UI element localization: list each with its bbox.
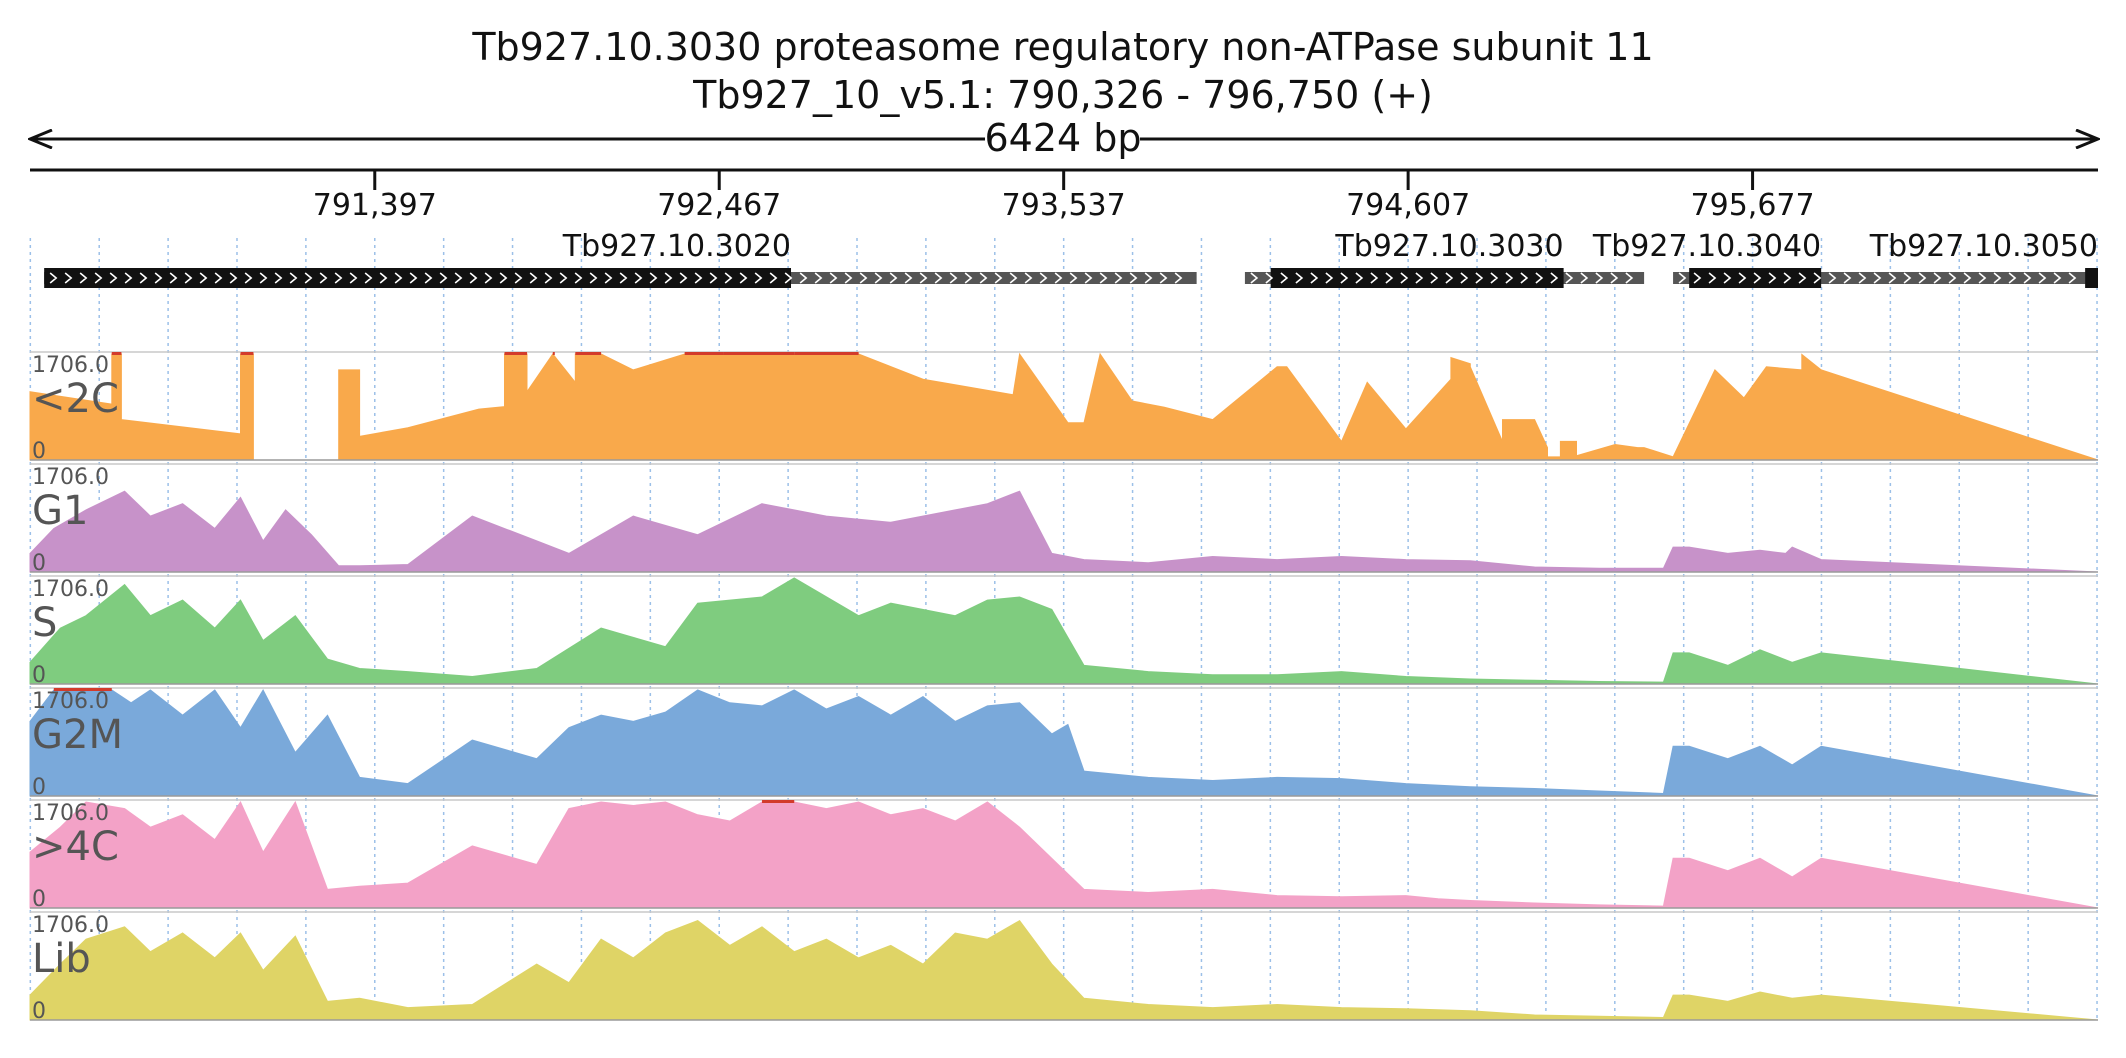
coverage-track: 1706.0 0 G2M	[29, 687, 2099, 800]
tick-label: 793,537	[1002, 188, 1126, 223]
track-name: G1	[32, 488, 88, 534]
clip-marker	[111, 352, 122, 355]
track-max-label: 1706.0	[32, 801, 109, 826]
coverage-track: 1706.0 0 S	[29, 575, 2099, 688]
track-min-label: 0	[32, 439, 46, 464]
track-min-label: 0	[32, 775, 46, 800]
clip-marker	[794, 352, 859, 355]
track-name: >4C	[32, 824, 119, 870]
gene-label: Tb927.10.3050	[1869, 229, 2098, 264]
track-name: S	[32, 600, 57, 646]
track-min-label: 0	[32, 663, 46, 688]
clip-marker	[240, 352, 254, 355]
tick-label: 792,467	[657, 188, 781, 223]
coverage-area	[29, 352, 2099, 461]
gene-model: Tb927.10.3050	[1869, 229, 2098, 288]
clip-marker	[504, 352, 528, 355]
coverage-area	[29, 800, 2099, 909]
track-min-label: 0	[32, 551, 46, 576]
gene-track: Tb927.10.3020 Tb927.10.3030 Tb927.10.3040 T…	[44, 229, 2098, 288]
track-name: G2M	[32, 712, 123, 758]
cds-bar	[1270, 268, 1564, 288]
clip-marker	[86, 688, 112, 691]
coverage-track: 1706.0 0 >4C	[29, 799, 2099, 912]
track-max-label: 1706.0	[32, 353, 109, 378]
coverage-track: 1706.0 0 Lib	[29, 911, 2099, 1024]
gene-label: Tb927.10.3030	[1334, 229, 1563, 264]
clip-marker	[762, 800, 795, 803]
track-max-label: 1706.0	[32, 465, 109, 490]
gene-model: Tb927.10.3030	[1244, 229, 1645, 288]
coverage-track: 1706.0 0 G1	[29, 463, 2099, 576]
cds-bar	[44, 268, 792, 288]
coverage-area	[29, 490, 2099, 573]
tick-label: 794,607	[1346, 188, 1470, 223]
coverage-area	[29, 577, 2099, 685]
track-min-label: 0	[32, 887, 46, 912]
genomic-location: Tb927_10_v5.1: 790,326 - 796,750 (+)	[692, 73, 1433, 117]
track-max-label: 1706.0	[32, 689, 109, 714]
strand-chevrons	[1678, 272, 2077, 284]
track-name: <2C	[32, 376, 119, 422]
coverage-area	[29, 688, 2099, 797]
tick-label: 791,397	[313, 188, 437, 223]
clip-marker	[552, 352, 555, 355]
track-max-label: 1706.0	[32, 913, 109, 938]
coverage-tracks: 1706.00<2C1706.00G11706.00S1706.00G2M170…	[29, 351, 2099, 1024]
cds-bar	[2085, 268, 2098, 288]
clip-marker	[684, 352, 724, 355]
clip-marker	[723, 352, 795, 355]
coverage-track: 1706.0 0 <2C	[29, 351, 2099, 464]
span-scale: 6424 bp	[30, 116, 2098, 160]
clip-marker	[53, 688, 87, 691]
tick-label: 795,677	[1691, 188, 1815, 223]
track-min-label: 0	[32, 999, 46, 1024]
strand-chevrons	[1250, 272, 1634, 284]
gene-model: Tb927.10.3020	[44, 229, 1197, 288]
clip-marker	[575, 352, 602, 355]
figure-title: Tb927.10.3030 proteasome regulatory non-…	[471, 25, 1653, 69]
track-max-label: 1706.0	[32, 577, 109, 602]
strand-chevrons	[49, 272, 1183, 284]
track-name: Lib	[32, 936, 91, 982]
span-length-label: 6424 bp	[984, 116, 1141, 160]
gene-label: Tb927.10.3020	[562, 229, 791, 264]
gene-model: Tb927.10.3040	[1592, 229, 2086, 288]
cds-bar	[1689, 268, 1822, 288]
coverage-area	[29, 919, 2099, 1021]
gene-label: Tb927.10.3040	[1592, 229, 1821, 264]
ruler-ticks: 791,397 792,467 793,537 794,607 795,677	[313, 170, 1815, 223]
